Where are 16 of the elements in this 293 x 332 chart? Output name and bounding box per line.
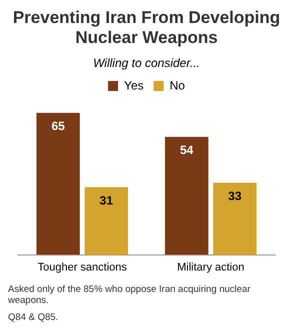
bar	[36, 112, 80, 255]
data-label: 54	[180, 143, 194, 158]
text: Q84 & Q85.	[8, 312, 60, 323]
bar	[84, 187, 128, 255]
data-label: 31	[100, 193, 114, 208]
chart-subtitle: Willing to consider...	[92, 56, 201, 70]
bar	[213, 182, 257, 255]
data-label: 65	[51, 119, 66, 134]
x-tick-label: Military action	[177, 261, 244, 274]
chart-title: Preventing Iran From Developing Nuclear Weapons	[12, 8, 282, 48]
text: Asked only of the 85% who oppose Iran acquiring nuclear weapons.	[8, 284, 252, 306]
legend-label: Yes	[124, 78, 144, 92]
legend-label: No	[170, 78, 186, 92]
bar	[164, 136, 208, 255]
data-label: 33	[228, 189, 242, 204]
x-tick-label: Tougher sanctions	[38, 261, 128, 274]
